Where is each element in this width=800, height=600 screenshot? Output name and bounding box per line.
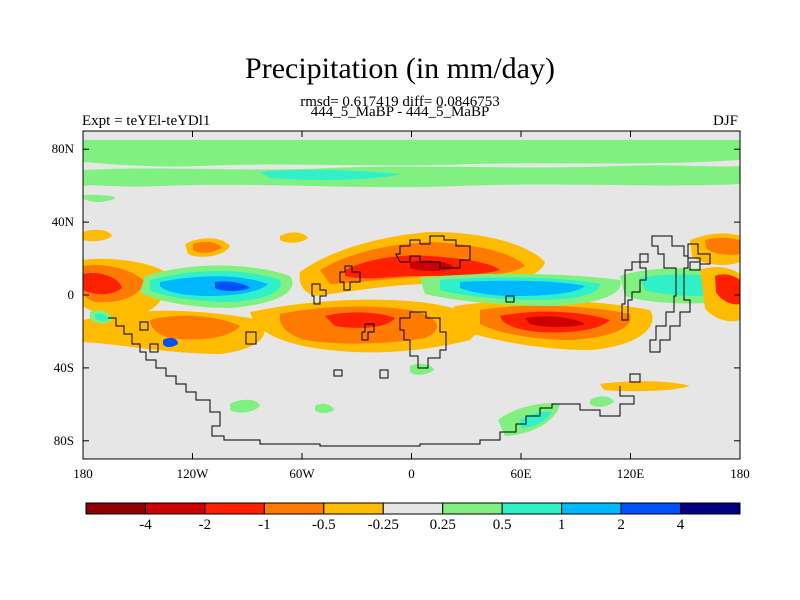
contour-fill bbox=[260, 169, 400, 181]
contour-fill bbox=[160, 276, 268, 296]
contour-fill bbox=[95, 313, 108, 321]
contour-fill bbox=[230, 399, 260, 413]
x-tick-label: 120W bbox=[176, 466, 209, 481]
contour-fill bbox=[83, 194, 115, 202]
contour-fill bbox=[83, 140, 740, 167]
colorbar-swatch bbox=[620, 502, 682, 515]
y-tick-marks bbox=[83, 148, 740, 442]
colorbar bbox=[85, 502, 741, 515]
contour-fill bbox=[150, 315, 240, 340]
y-tick-label: 80S bbox=[53, 432, 74, 448]
y-tick-label: 0 bbox=[67, 287, 75, 302]
x-tick-label: 120E bbox=[616, 466, 645, 481]
colorbar-label: -1 bbox=[258, 517, 271, 533]
y-tick-label: 40S bbox=[53, 359, 74, 375]
season-label: DJF bbox=[712, 113, 738, 129]
x-tick-label: 180 bbox=[73, 466, 93, 481]
plot-subtitle: 444_5_MaBP - 444_5_MaBP bbox=[310, 104, 490, 120]
contour-fill bbox=[163, 337, 178, 347]
colorbar-swatch bbox=[204, 502, 265, 515]
contour-fill bbox=[460, 280, 585, 296]
contour-fill bbox=[590, 396, 614, 407]
colorbar-label: 0.5 bbox=[492, 517, 512, 533]
y-tick-label: 40N bbox=[51, 214, 74, 230]
coastline bbox=[108, 235, 711, 447]
contour-fill bbox=[520, 411, 552, 428]
colorbar-swatch bbox=[85, 502, 146, 515]
contour-fill bbox=[315, 403, 334, 413]
colorbar-swatch bbox=[263, 502, 325, 515]
colorbar-label: -2 bbox=[198, 517, 212, 533]
contour-fill bbox=[715, 274, 740, 305]
colorbar-swatch bbox=[442, 502, 503, 515]
colorbar-label: 0.25 bbox=[429, 517, 456, 533]
colorbar-swatch bbox=[561, 502, 622, 515]
colorbar-label: -0.25 bbox=[367, 517, 399, 533]
colorbar-label: 4 bbox=[676, 517, 685, 533]
colorbar-swatch bbox=[144, 502, 206, 515]
experiment-label: Expt = teYEl-teYDl1 bbox=[82, 113, 211, 129]
colorbar-label: -4 bbox=[139, 517, 152, 533]
contour-fill bbox=[600, 381, 690, 392]
x-tick-marks bbox=[82, 131, 741, 459]
colorbar-swatch bbox=[382, 502, 444, 515]
contour-fill bbox=[215, 281, 250, 291]
plot-title: Precipitation (in mm/day) bbox=[245, 52, 555, 85]
colorbar-swatch bbox=[501, 502, 563, 515]
contour-fill bbox=[705, 237, 740, 255]
colorbar-label: 1 bbox=[557, 517, 566, 533]
contour-fill bbox=[525, 316, 585, 327]
contour-fill bbox=[325, 312, 395, 328]
x-tick-label: 60E bbox=[510, 466, 532, 481]
colorbar-label: 2 bbox=[617, 517, 625, 533]
colorbar-swatch bbox=[680, 502, 741, 515]
contour-fill bbox=[193, 241, 222, 253]
stats-label: rmsd= 0.617419 diff= 0.0846753 bbox=[300, 94, 500, 110]
contour-fill bbox=[83, 229, 112, 242]
x-tick-label: 0 bbox=[408, 466, 415, 481]
colorbar-label: -0.5 bbox=[311, 517, 336, 533]
contour-fill bbox=[280, 232, 308, 243]
x-tick-label: 180 bbox=[730, 466, 750, 481]
y-tick-label: 80N bbox=[51, 141, 74, 157]
colorbar-swatch bbox=[323, 502, 384, 515]
contour-fill bbox=[83, 272, 122, 295]
contour-fill bbox=[83, 165, 740, 188]
x-tick-label: 60W bbox=[289, 466, 315, 481]
